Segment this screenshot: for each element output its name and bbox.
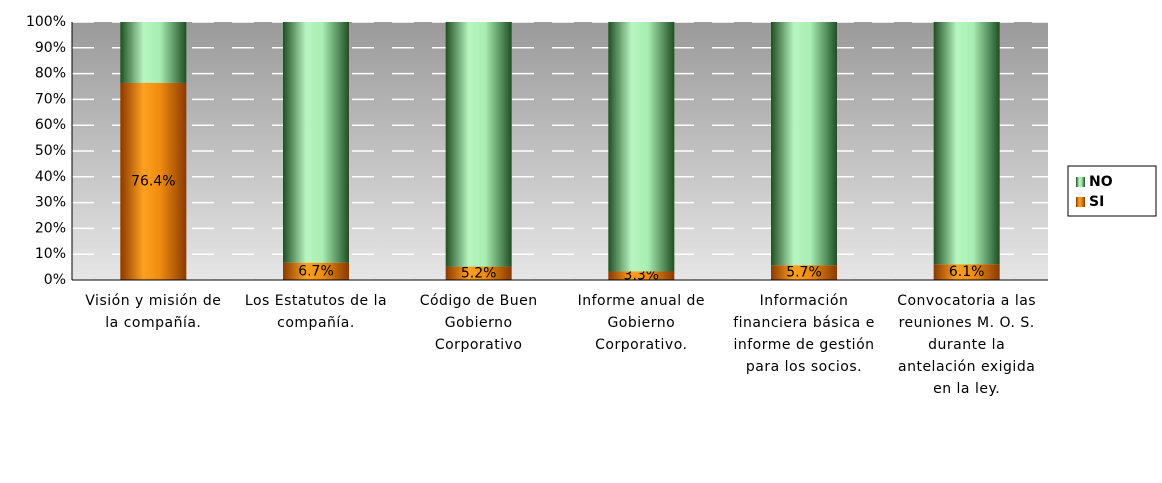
value-label: 6.7% bbox=[298, 263, 334, 279]
y-tick-label: 60% bbox=[35, 117, 66, 133]
y-tick-label: 80% bbox=[35, 66, 66, 82]
legend-swatch bbox=[1076, 177, 1085, 187]
bar-segment bbox=[283, 22, 349, 263]
y-tick-label: 40% bbox=[35, 169, 66, 185]
y-tick-label: 20% bbox=[35, 220, 66, 236]
bar-segment bbox=[771, 22, 837, 266]
y-tick-label: 70% bbox=[35, 91, 66, 107]
legend-box bbox=[1067, 165, 1157, 217]
bar-segment bbox=[771, 265, 837, 280]
x-tick-label: Informe anual de Gobierno Corporativo. bbox=[577, 293, 706, 353]
y-tick-label: 10% bbox=[35, 246, 66, 262]
bar-segment bbox=[933, 264, 1000, 280]
bar-segment bbox=[933, 22, 1000, 265]
legend-swatch bbox=[1076, 197, 1085, 207]
value-label: 6.1% bbox=[949, 264, 985, 280]
legend-label: NO bbox=[1089, 174, 1113, 190]
value-label: 76.4% bbox=[131, 173, 175, 189]
x-tick-label: Código de Buen Gobierno Corporativo bbox=[419, 293, 538, 353]
y-tick-label: 30% bbox=[35, 195, 66, 211]
bar-segment bbox=[120, 22, 187, 83]
x-tick-label: Información financiera básica e informe … bbox=[733, 293, 875, 375]
bar-segment bbox=[608, 22, 675, 272]
value-label: 5.2% bbox=[461, 265, 497, 281]
bar-segment bbox=[283, 262, 349, 280]
y-tick-label: 0% bbox=[44, 272, 66, 288]
y-tick-label: 50% bbox=[35, 143, 66, 159]
x-tick-label: Convocatoria a las reuniones M. O. S. du… bbox=[897, 293, 1037, 397]
bar-segment bbox=[608, 271, 675, 280]
y-tick-label: 100% bbox=[26, 14, 66, 30]
x-tick-label: Los Estatutos de la compañía. bbox=[244, 293, 388, 331]
bar-segment bbox=[120, 82, 187, 280]
x-tick-label: Visión y misión de la compañía. bbox=[85, 293, 222, 331]
legend-label: SI bbox=[1089, 194, 1104, 210]
bar-segment bbox=[445, 266, 512, 280]
value-label: 5.7% bbox=[786, 265, 822, 281]
bar-segment bbox=[445, 22, 512, 267]
y-tick-label: 90% bbox=[35, 40, 66, 56]
